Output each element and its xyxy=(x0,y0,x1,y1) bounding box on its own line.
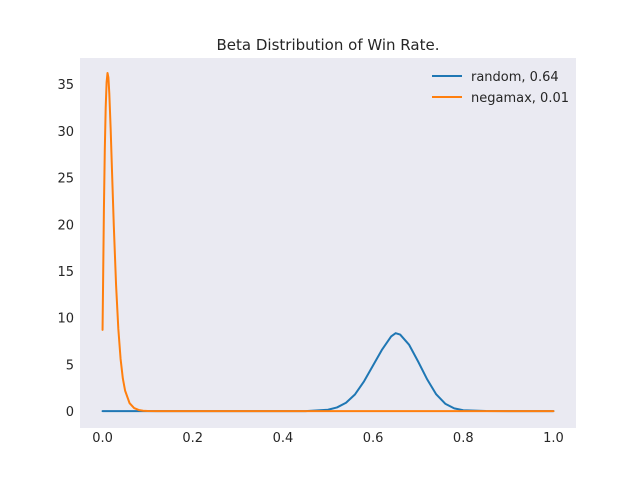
y-tick-label: 30 xyxy=(57,125,74,140)
x-tick-label: 0.2 xyxy=(182,431,203,446)
y-tick-label: 0 xyxy=(66,405,74,420)
x-tick-label: 0.8 xyxy=(453,431,474,446)
chart-title: Beta Distribution of Win Rate. xyxy=(217,36,440,54)
y-tick-label: 10 xyxy=(57,312,74,327)
y-tick-label: 15 xyxy=(57,265,74,280)
x-tick-label: 0.4 xyxy=(273,431,294,446)
y-tick-label: 25 xyxy=(57,172,74,187)
x-tick-label: 0.6 xyxy=(363,431,384,446)
y-axis-ticks: 0 5 10 15 20 25 30 35 xyxy=(57,78,74,420)
y-tick-label: 5 xyxy=(66,358,74,373)
legend: random, 0.64 negamax, 0.01 xyxy=(432,70,569,106)
series-layer xyxy=(101,71,555,413)
legend-label-0: random, 0.64 xyxy=(471,70,559,85)
x-axis-ticks: 0.0 0.2 0.4 0.6 0.8 1.0 xyxy=(92,431,564,446)
plot-area xyxy=(80,58,576,428)
x-tick-label: 0.0 xyxy=(92,431,113,446)
y-tick-label: 20 xyxy=(57,218,74,233)
series-line-1 xyxy=(101,71,555,413)
x-tick-label: 1.0 xyxy=(543,431,564,446)
legend-label-1: negamax, 0.01 xyxy=(471,91,569,106)
y-tick-label: 35 xyxy=(57,78,74,93)
